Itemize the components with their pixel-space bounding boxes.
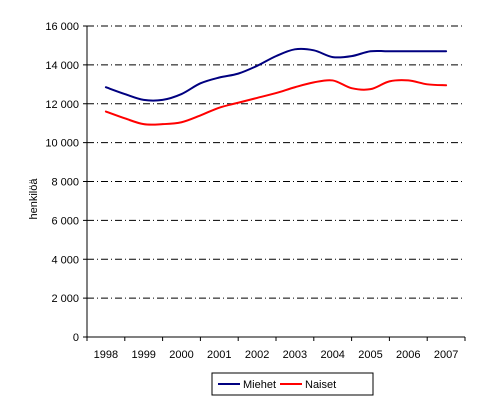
series-line-miehet <box>104 47 448 102</box>
y-tick-label: 16 000 <box>45 21 79 33</box>
series-lines <box>104 47 448 126</box>
x-tick-label: 2004 <box>320 349 344 361</box>
x-tick-label: 2007 <box>434 349 458 361</box>
x-tick-label: 1998 <box>94 349 118 361</box>
x-tick-label: 2002 <box>245 349 269 361</box>
y-tick-label: 2 000 <box>51 293 79 305</box>
x-tick-label: 2006 <box>396 349 420 361</box>
y-tick-label: 6 000 <box>51 215 79 227</box>
y-tick-label: 0 <box>73 332 79 344</box>
x-tick-label: 2000 <box>169 349 193 361</box>
y-axis-title: henkilöä <box>28 178 40 220</box>
x-tick-label: 2003 <box>283 349 307 361</box>
y-tick-label: 8 000 <box>51 177 79 189</box>
y-axis-ticks: 0 2 000 4 000 6 000 8 000 10 000 12 000 14 000 1… <box>45 21 87 344</box>
x-tick-label: 2001 <box>207 349 231 361</box>
legend: Miehet Naiset <box>211 372 374 396</box>
legend-label-naiset: Naiset <box>305 379 336 391</box>
series-line-naiset <box>104 79 448 126</box>
x-tick-label: 1999 <box>131 349 155 361</box>
y-tick-label: 4 000 <box>51 254 79 266</box>
legend-label-miehet: Miehet <box>243 379 276 391</box>
gridlines <box>87 25 465 299</box>
x-tick-label: 2005 <box>358 349 382 361</box>
x-axis-ticks: 1998 1999 2000 2001 2002 2003 2004 2005 2006 2007 <box>86 337 466 361</box>
y-tick-label: 10 000 <box>45 138 79 150</box>
y-tick-label: 12 000 <box>45 99 79 111</box>
y-tick-label: 14 000 <box>45 60 79 72</box>
